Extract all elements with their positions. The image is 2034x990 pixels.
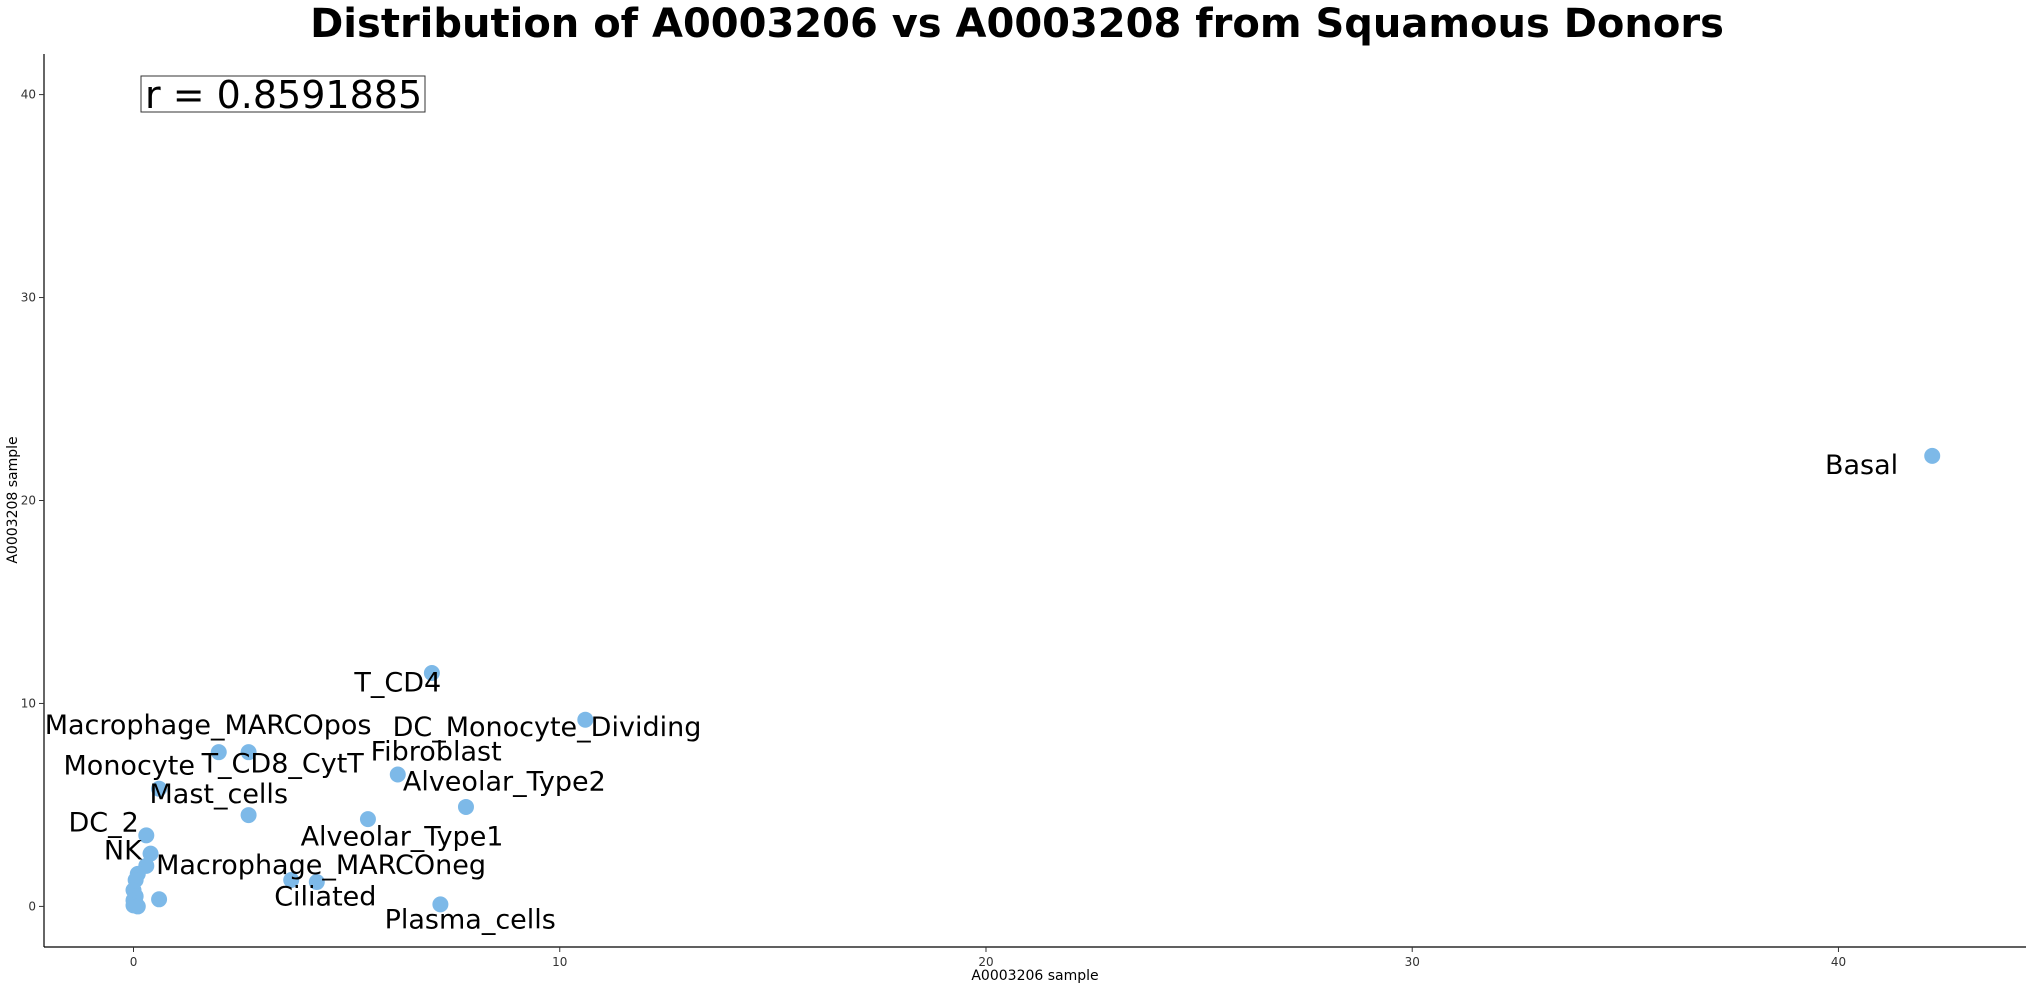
point-label: DC_2 <box>69 807 139 838</box>
x-tick-label: 20 <box>978 955 993 969</box>
point-label: T_CD4 <box>353 667 441 698</box>
point-label: Basal <box>1825 450 1898 481</box>
point-label: Plasma_cells <box>385 905 556 936</box>
point-label: Alveolar_Type2 <box>403 767 606 798</box>
data-point <box>151 780 168 797</box>
data-point <box>359 811 376 828</box>
point-label: DC_Monocyte_Dividing <box>393 712 702 743</box>
point-label: Alveolar_Type1 <box>301 822 504 853</box>
correlation-annotation: r = 0.8591885 <box>140 73 426 117</box>
point-label: T_CD8_CytT <box>201 748 365 779</box>
point-label: Ciliated <box>274 881 376 912</box>
data-point <box>423 665 440 682</box>
data-point <box>457 798 474 815</box>
x-tick-label: 40 <box>1831 955 1846 969</box>
y-tick-label: 30 <box>21 291 36 305</box>
y-axis-label: A0003208 sample <box>5 436 21 563</box>
y-tick-label: 20 <box>21 494 36 508</box>
data-points <box>125 447 1941 915</box>
y-tick-label: 10 <box>21 696 36 710</box>
data-point <box>389 766 406 783</box>
data-point <box>283 872 300 889</box>
data-point <box>577 711 594 728</box>
point-label: NK <box>104 836 143 867</box>
chart-title: Distribution of A0003206 vs A0003208 fro… <box>310 1 1724 47</box>
data-point <box>151 891 168 908</box>
point-label: Macrophage_MARCOneg <box>156 850 486 881</box>
data-point <box>138 827 155 844</box>
data-point <box>129 898 146 915</box>
correlation-text: r = 0.8591885 <box>145 73 422 117</box>
x-axis-label: A0003206 sample <box>971 968 1098 984</box>
data-point <box>210 744 227 761</box>
data-point <box>240 807 257 824</box>
point-label: Mast_cells <box>149 779 288 810</box>
data-point <box>308 874 325 891</box>
point-label: Fibroblast <box>371 736 502 767</box>
x-tick-label: 30 <box>1405 955 1420 969</box>
point-labels: Basal T_CD4 DC_Monocyte_Dividing Macrophage… <box>45 450 1898 936</box>
correlation-box <box>140 75 426 113</box>
data-point <box>142 845 159 862</box>
axes <box>43 54 2026 948</box>
data-point <box>432 896 449 913</box>
y-tick-label: 40 <box>21 88 36 102</box>
point-label: Monocyte <box>64 750 195 781</box>
x-tick-label: 0 <box>130 955 138 969</box>
y-tick-label: 0 <box>28 899 36 913</box>
x-tick-label: 10 <box>552 955 567 969</box>
point-label: Macrophage_MARCOpos <box>45 710 372 741</box>
data-point <box>1924 447 1941 464</box>
ticks: 0 10 20 30 40 0 10 20 30 40 <box>21 88 1846 969</box>
data-point <box>240 744 257 761</box>
